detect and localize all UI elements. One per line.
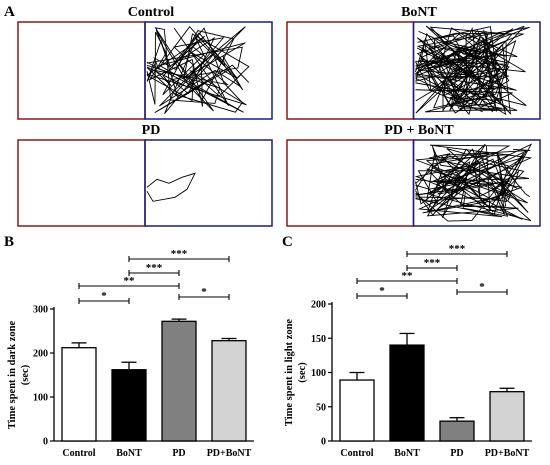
chart-c-sig-label: ** — [402, 270, 414, 282]
chart-c-ylabel-unit: (sec) — [297, 362, 308, 383]
chart-c-ytick-label: 200 — [311, 300, 326, 311]
arena-title-pd-bont: PD + BoNT — [384, 123, 454, 138]
chart-c-ylabel: Time spent in light zone — [284, 319, 295, 426]
dark-zone-pd-bont — [286, 139, 415, 227]
chart-b-ytick-label: 0 — [43, 437, 48, 448]
track-pd-bont — [414, 143, 533, 222]
chart-b-ytick-label: 100 — [33, 393, 48, 404]
chart-c-ytick-label: 0 — [321, 437, 326, 448]
chart-b-ytick-label: 300 — [33, 305, 48, 316]
dark-zone-control — [17, 21, 146, 120]
dark-zone-pd — [17, 139, 146, 227]
chart-b-sig-label: *** — [146, 262, 163, 274]
chart-b-bar — [161, 320, 197, 442]
chart-b-category-label: PD — [172, 448, 185, 459]
chart-b-sig-label: ** — [124, 275, 136, 287]
chart-c-ytick-label: 150 — [311, 334, 326, 345]
chart-b-bar — [211, 340, 247, 442]
chart-b-sig-label: * — [201, 286, 207, 298]
chart-c-sig-label: *** — [424, 257, 441, 269]
panel-letter-b: B — [4, 234, 14, 250]
light-zone-bont — [412, 21, 541, 120]
arenas-layer — [17, 21, 541, 227]
chart-c-category-label: PD — [450, 448, 463, 459]
chart-c-bar — [489, 391, 525, 442]
chart-light-zone: 0 50 100 150 200 Control BoNT PD PD+BoNT Time spe… — [284, 243, 532, 459]
chart-b-ylabel-unit: (sec) — [20, 364, 31, 385]
chart-c-ytick-label: 100 — [311, 368, 326, 379]
chart-b-sig-label: * — [101, 290, 107, 302]
chart-b-category-label: Control — [62, 448, 95, 459]
arena-title-bont: BoNT — [401, 5, 437, 20]
chart-c-bar — [439, 420, 475, 442]
panel-letter-a: A — [4, 4, 15, 20]
chart-b-category-label: BoNT — [116, 448, 142, 459]
chart-c-ytick-label: 50 — [316, 402, 326, 413]
chart-c-bar — [339, 379, 375, 442]
track-pd — [146, 172, 196, 202]
chart-c-sig-label: *** — [449, 243, 466, 255]
light-zone-pd-bont — [412, 139, 541, 227]
chart-c-sig-label: * — [379, 285, 385, 297]
light-zone-control — [144, 21, 273, 120]
dark-zone-bont — [286, 21, 415, 120]
chart-b-ytick-label: 200 — [33, 349, 48, 360]
track-control — [146, 26, 250, 115]
chart-c-category-label: BoNT — [394, 448, 420, 459]
arena-title-control: Control — [128, 5, 175, 20]
chart-b-bar — [111, 369, 147, 442]
panel-letter-c: C — [282, 234, 293, 250]
chart-dark-zone: 0 100 200 300 Control BoNT PD PD+BoNT Time spent… — [7, 248, 254, 459]
track-bont — [415, 25, 530, 116]
chart-b-category-label: PD+BoNT — [207, 448, 252, 459]
chart-c-category-label: Control — [340, 448, 373, 459]
chart-b-ylabel: Time spent in dark zone — [7, 321, 18, 430]
chart-c-bar — [389, 344, 425, 442]
chart-c-sig-label: * — [479, 281, 485, 293]
light-zone-pd — [144, 139, 273, 227]
chart-b-sig-label: *** — [171, 248, 188, 260]
chart-b-bar — [61, 347, 97, 442]
arena-title-pd: PD — [142, 123, 161, 138]
chart-c-category-label: PD+BoNT — [485, 448, 530, 459]
